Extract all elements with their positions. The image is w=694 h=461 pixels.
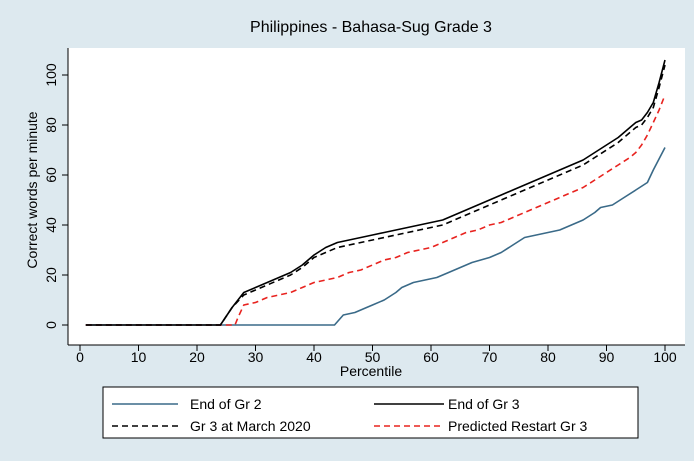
series-line-gr-3-at-march-2020 (85, 64, 666, 326)
x-tick-label: 0 (76, 349, 84, 365)
series-lines (85, 59, 666, 326)
chart-title: Philippines - Bahasa-Sug Grade 3 (250, 19, 492, 36)
y-tick-label: 60 (43, 167, 59, 183)
y-tick-label: 80 (43, 117, 59, 133)
y-tick-label: 40 (43, 217, 59, 233)
x-tick-label: 40 (306, 349, 322, 365)
x-axis-ticks: 0 10 20 30 40 50 60 70 80 90 100 (76, 345, 677, 365)
y-tick-label: 20 (43, 267, 59, 283)
legend-box (102, 386, 639, 439)
legend-label-gr-3-at-march-2020: Gr 3 at March 2020 (190, 418, 311, 434)
x-tick-label: 100 (653, 349, 677, 365)
x-tick-label: 80 (540, 349, 556, 365)
legend-label-end-of-gr-3: End of Gr 3 (448, 396, 520, 412)
legend-label-predicted-restart-gr-3: Predicted Restart Gr 3 (448, 418, 587, 434)
plot-area (68, 48, 685, 345)
x-tick-label: 70 (482, 349, 498, 365)
x-tick-label: 50 (365, 349, 381, 365)
x-tick-label: 10 (131, 349, 147, 365)
x-tick-label: 90 (599, 349, 615, 365)
legend-label-end-of-gr-2: End of Gr 2 (190, 396, 262, 412)
y-axis-ticks: 0 20 40 60 80 100 (43, 63, 68, 329)
x-tick-label: 30 (248, 349, 264, 365)
y-axis-label: Correct words per minute (24, 111, 40, 268)
y-tick-label: 100 (43, 63, 59, 87)
series-line-predicted-restart-gr-3 (85, 94, 666, 326)
series-line-end-of-gr-2 (85, 147, 666, 326)
x-tick-label: 20 (189, 349, 205, 365)
x-axis-label: Percentile (340, 363, 402, 379)
series-line-end-of-gr-3 (85, 59, 666, 326)
legend: End of Gr 2 End of Gr 3 Gr 3 at March 2020… (112, 396, 587, 434)
y-tick-label: 0 (43, 321, 59, 329)
x-tick-label: 60 (423, 349, 439, 365)
